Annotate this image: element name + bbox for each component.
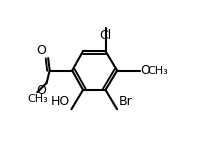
Text: O: O [140,64,150,77]
Text: HO: HO [51,95,70,108]
Text: CH₃: CH₃ [147,66,168,75]
Text: O: O [36,84,46,97]
Text: O: O [37,44,47,57]
Text: Br: Br [119,95,133,108]
Text: Cl: Cl [99,29,112,42]
Text: CH₃: CH₃ [27,94,48,104]
